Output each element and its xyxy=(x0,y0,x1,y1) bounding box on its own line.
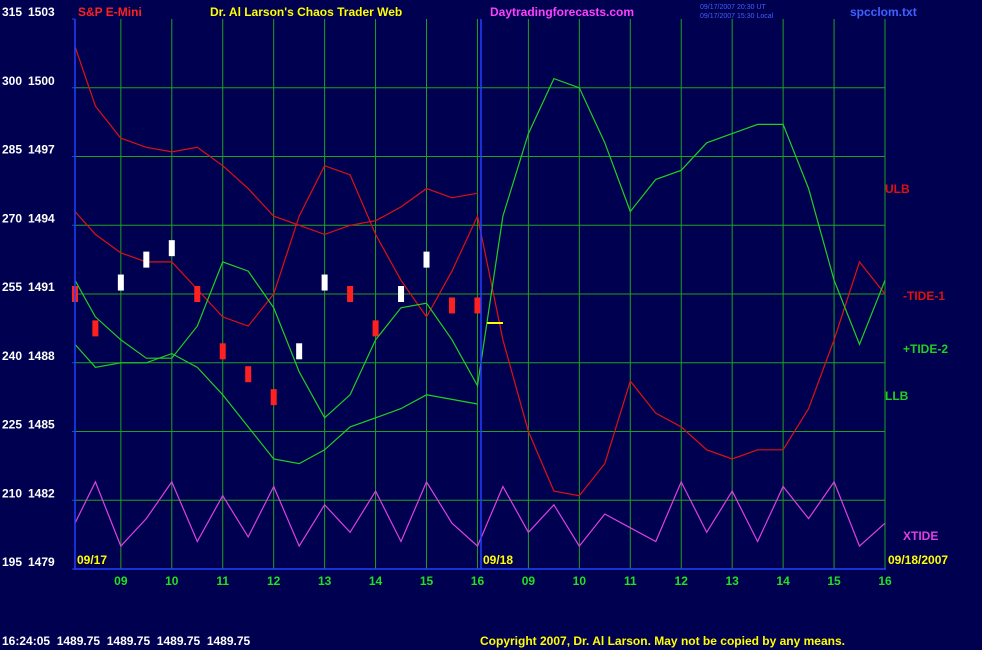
y2-tick-label: 1485 xyxy=(28,418,55,432)
x-tick-label: 16 xyxy=(471,574,485,588)
y2-tick-label: 1488 xyxy=(28,349,55,363)
x-tick-label: 12 xyxy=(675,574,689,588)
price-bar xyxy=(270,389,277,406)
x-tick-label: 14 xyxy=(369,574,383,588)
x-tick-label: 09 xyxy=(114,574,128,588)
price-bar xyxy=(194,286,201,302)
x-tick-label: 10 xyxy=(165,574,179,588)
chart-title: Dr. Al Larson's Chaos Trader Web xyxy=(210,5,402,19)
price-bar xyxy=(143,251,150,268)
y-tick-label: 255 xyxy=(2,280,22,294)
price-bar xyxy=(219,343,226,360)
timestamp: 09/17/2007 20:30 UT xyxy=(700,4,766,11)
x-tick-label: 15 xyxy=(827,574,841,588)
price-bar xyxy=(168,240,175,257)
x-tick-label: 14 xyxy=(776,574,790,588)
price-bar xyxy=(474,297,481,314)
y2-tick-label: 1500 xyxy=(28,74,55,88)
price-bar xyxy=(398,286,405,302)
series-line xyxy=(74,344,478,465)
y-tick-label: 300 xyxy=(2,74,22,88)
price-bar xyxy=(448,297,455,314)
legend-label: +TIDE-2 xyxy=(903,342,948,356)
file-name: spcclom.txt xyxy=(850,5,917,19)
x-tick-label: 11 xyxy=(216,574,229,588)
y2-tick-label: 1503 xyxy=(28,5,55,19)
x-tick-label: 13 xyxy=(318,574,332,588)
y2-tick-label: 1494 xyxy=(28,211,55,225)
instrument: S&P E-Mini xyxy=(78,5,142,19)
y-tick-label: 225 xyxy=(2,418,22,432)
series-line xyxy=(74,480,886,548)
y2-tick-label: 1497 xyxy=(28,143,55,157)
price-bar xyxy=(117,274,124,291)
price-bar xyxy=(423,251,430,268)
price-bar xyxy=(347,286,354,302)
price-bar xyxy=(245,366,252,383)
legend-label: ULB xyxy=(885,182,910,196)
y-tick-label: 285 xyxy=(2,143,22,157)
y-tick-label: 270 xyxy=(2,211,22,225)
y-tick-label: 240 xyxy=(2,349,22,363)
date-label: 09/18/2007 xyxy=(888,553,948,567)
timestamp: 09/17/2007 15:30 Local xyxy=(700,13,774,20)
y-tick-label: 210 xyxy=(2,486,22,500)
x-tick-label: 10 xyxy=(573,574,587,588)
quote: 16:24:05 1489.75 1489.75 1489.75 1489.75 xyxy=(2,634,251,648)
x-tick-label: 11 xyxy=(624,574,637,588)
x-tick-label: 09 xyxy=(522,574,536,588)
y2-tick-label: 1491 xyxy=(28,280,55,294)
y2-tick-label: 1479 xyxy=(28,555,55,569)
price-bar xyxy=(321,274,328,291)
y-tick-label: 315 xyxy=(2,5,22,19)
legend-label: LLB xyxy=(885,389,909,403)
y-tick-label: 195 xyxy=(2,555,22,569)
site: Daytradingforecasts.com xyxy=(490,5,634,19)
x-tick-label: 12 xyxy=(267,574,281,588)
date-label: 09/17 xyxy=(77,553,107,567)
series-line xyxy=(74,77,886,419)
price-bar xyxy=(372,320,379,337)
series-line xyxy=(74,46,478,236)
x-tick-label: 15 xyxy=(420,574,434,588)
x-tick-label: 13 xyxy=(725,574,739,588)
price-bar xyxy=(92,320,99,337)
y2-tick-label: 1482 xyxy=(28,486,55,500)
copyright: Copyright 2007, Dr. Al Larson. May not b… xyxy=(480,634,845,648)
legend-label: XTIDE xyxy=(903,529,938,543)
x-tick-label: 16 xyxy=(878,574,892,588)
series-line xyxy=(74,164,886,497)
price-bar xyxy=(296,343,303,360)
legend-label: -TIDE-1 xyxy=(903,289,945,303)
date-label: 09/18 xyxy=(483,553,513,567)
